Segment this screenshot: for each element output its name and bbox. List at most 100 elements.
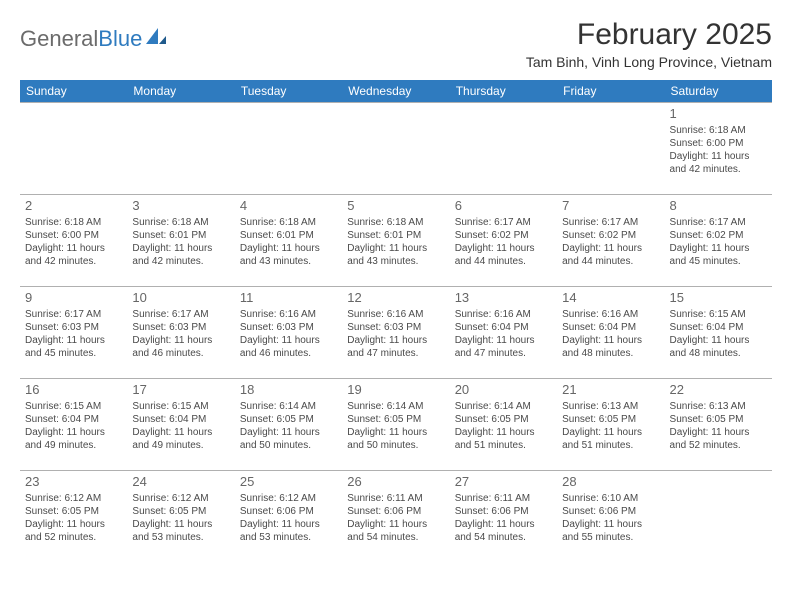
day-number: 24 <box>132 474 229 490</box>
daylight-text: Daylight: 11 hours and 47 minutes. <box>347 334 444 360</box>
sun-info: Sunrise: 6:13 AMSunset: 6:05 PMDaylight:… <box>562 400 659 452</box>
sunset-text: Sunset: 6:05 PM <box>562 413 659 426</box>
daylight-text: Daylight: 11 hours and 50 minutes. <box>347 426 444 452</box>
sunset-text: Sunset: 6:01 PM <box>347 229 444 242</box>
day-header-sunday: Sunday <box>20 80 127 103</box>
sunset-text: Sunset: 6:02 PM <box>562 229 659 242</box>
day-cell: 7Sunrise: 6:17 AMSunset: 6:02 PMDaylight… <box>557 195 664 287</box>
sun-info: Sunrise: 6:18 AMSunset: 6:01 PMDaylight:… <box>347 216 444 268</box>
day-cell: 28Sunrise: 6:10 AMSunset: 6:06 PMDayligh… <box>557 471 664 563</box>
day-number: 19 <box>347 382 444 398</box>
day-header-friday: Friday <box>557 80 664 103</box>
sunrise-text: Sunrise: 6:16 AM <box>240 308 337 321</box>
day-cell: 27Sunrise: 6:11 AMSunset: 6:06 PMDayligh… <box>450 471 557 563</box>
daylight-text: Daylight: 11 hours and 53 minutes. <box>132 518 229 544</box>
day-cell-empty <box>557 103 664 195</box>
sunrise-text: Sunrise: 6:12 AM <box>240 492 337 505</box>
daylight-text: Daylight: 11 hours and 42 minutes. <box>670 150 767 176</box>
sunrise-text: Sunrise: 6:17 AM <box>132 308 229 321</box>
day-cell: 18Sunrise: 6:14 AMSunset: 6:05 PMDayligh… <box>235 379 342 471</box>
day-number: 28 <box>562 474 659 490</box>
day-number: 14 <box>562 290 659 306</box>
sunset-text: Sunset: 6:04 PM <box>562 321 659 334</box>
sunrise-text: Sunrise: 6:10 AM <box>562 492 659 505</box>
day-cell-empty <box>20 103 127 195</box>
sunrise-text: Sunrise: 6:15 AM <box>25 400 122 413</box>
sunset-text: Sunset: 6:02 PM <box>455 229 552 242</box>
sunrise-text: Sunrise: 6:12 AM <box>25 492 122 505</box>
sunset-text: Sunset: 6:04 PM <box>670 321 767 334</box>
sun-info: Sunrise: 6:13 AMSunset: 6:05 PMDaylight:… <box>670 400 767 452</box>
sun-info: Sunrise: 6:17 AMSunset: 6:03 PMDaylight:… <box>25 308 122 360</box>
sun-info: Sunrise: 6:14 AMSunset: 6:05 PMDaylight:… <box>240 400 337 452</box>
day-number: 15 <box>670 290 767 306</box>
day-header-thursday: Thursday <box>450 80 557 103</box>
sunrise-text: Sunrise: 6:14 AM <box>455 400 552 413</box>
sunrise-text: Sunrise: 6:17 AM <box>670 216 767 229</box>
sun-info: Sunrise: 6:11 AMSunset: 6:06 PMDaylight:… <box>347 492 444 544</box>
header: GeneralBlue February 2025 Tam Binh, Vinh… <box>20 18 772 70</box>
day-cell: 15 Sunrise: 6:15 AMSunset: 6:04 PMDayligh… <box>665 287 772 379</box>
day-number: 8 <box>670 198 767 214</box>
day-cell: 3Sunrise: 6:18 AMSunset: 6:01 PMDaylight… <box>127 195 234 287</box>
sun-info: Sunrise: 6:18 AMSunset: 6:01 PMDaylight:… <box>132 216 229 268</box>
daylight-text: Daylight: 11 hours and 54 minutes. <box>455 518 552 544</box>
day-number: 13 <box>455 290 552 306</box>
day-cell: 12Sunrise: 6:16 AMSunset: 6:03 PMDayligh… <box>342 287 449 379</box>
daylight-text: Daylight: 11 hours and 48 minutes. <box>562 334 659 360</box>
sunrise-text: Sunrise: 6:18 AM <box>670 124 767 137</box>
day-cell: 4 Sunrise: 6:18 AMSunset: 6:01 PMDaylight… <box>235 195 342 287</box>
sunrise-text: Sunrise: 6:13 AM <box>670 400 767 413</box>
sunset-text: Sunset: 6:06 PM <box>347 505 444 518</box>
day-cell-empty <box>127 103 234 195</box>
sunrise-text: Sunrise: 6:14 AM <box>240 400 337 413</box>
sunset-text: Sunset: 6:06 PM <box>455 505 552 518</box>
daylight-text: Daylight: 11 hours and 52 minutes. <box>25 518 122 544</box>
sunrise-text: Sunrise: 6:14 AM <box>347 400 444 413</box>
sunrise-text: Sunrise: 6:17 AM <box>25 308 122 321</box>
sunset-text: Sunset: 6:05 PM <box>347 413 444 426</box>
sunset-text: Sunset: 6:05 PM <box>240 413 337 426</box>
week-row: 1 Sunrise: 6:18 AMSunset: 6:00 PMDaylight… <box>20 103 772 195</box>
sunset-text: Sunset: 6:02 PM <box>670 229 767 242</box>
day-number: 1 <box>670 106 767 122</box>
day-cell: 1 Sunrise: 6:18 AMSunset: 6:00 PMDaylight… <box>665 103 772 195</box>
sunset-text: Sunset: 6:05 PM <box>670 413 767 426</box>
sunset-text: Sunset: 6:05 PM <box>25 505 122 518</box>
sunset-text: Sunset: 6:03 PM <box>347 321 444 334</box>
logo: GeneralBlue <box>20 26 168 52</box>
day-cell: 19 Sunrise: 6:14 AMSunset: 6:05 PMDayligh… <box>342 379 449 471</box>
daylight-text: Daylight: 11 hours and 46 minutes. <box>240 334 337 360</box>
day-cell: 9 Sunrise: 6:17 AMSunset: 6:03 PMDaylight… <box>20 287 127 379</box>
day-number: 6 <box>455 198 552 214</box>
calendar-table: SundayMondayTuesdayWednesdayThursdayFrid… <box>20 80 772 563</box>
sun-info: Sunrise: 6:18 AMSunset: 6:01 PMDaylight:… <box>240 216 337 268</box>
sun-info: Sunrise: 6:17 AMSunset: 6:02 PMDaylight:… <box>670 216 767 268</box>
sunset-text: Sunset: 6:00 PM <box>670 137 767 150</box>
daylight-text: Daylight: 11 hours and 45 minutes. <box>25 334 122 360</box>
daylight-text: Daylight: 11 hours and 53 minutes. <box>240 518 337 544</box>
sunrise-text: Sunrise: 6:18 AM <box>25 216 122 229</box>
day-header-tuesday: Tuesday <box>235 80 342 103</box>
day-number: 11 <box>240 290 337 306</box>
sunset-text: Sunset: 6:00 PM <box>25 229 122 242</box>
day-number: 9 <box>25 290 122 306</box>
day-number: 4 <box>240 198 337 214</box>
day-number: 21 <box>562 382 659 398</box>
sun-info: Sunrise: 6:15 AMSunset: 6:04 PMDaylight:… <box>670 308 767 360</box>
sunset-text: Sunset: 6:04 PM <box>132 413 229 426</box>
day-number: 22 <box>670 382 767 398</box>
month-title: February 2025 <box>526 18 772 52</box>
daylight-text: Daylight: 11 hours and 54 minutes. <box>347 518 444 544</box>
day-cell: 10Sunrise: 6:17 AMSunset: 6:03 PMDayligh… <box>127 287 234 379</box>
daylight-text: Daylight: 11 hours and 44 minutes. <box>455 242 552 268</box>
sunrise-text: Sunrise: 6:18 AM <box>240 216 337 229</box>
day-cell: 8 Sunrise: 6:17 AMSunset: 6:02 PMDaylight… <box>665 195 772 287</box>
daylight-text: Daylight: 11 hours and 46 minutes. <box>132 334 229 360</box>
day-cell: 20Sunrise: 6:14 AMSunset: 6:05 PMDayligh… <box>450 379 557 471</box>
location: Tam Binh, Vinh Long Province, Vietnam <box>526 54 772 70</box>
sun-info: Sunrise: 6:11 AMSunset: 6:06 PMDaylight:… <box>455 492 552 544</box>
daylight-text: Daylight: 11 hours and 43 minutes. <box>347 242 444 268</box>
sunrise-text: Sunrise: 6:15 AM <box>132 400 229 413</box>
sunrise-text: Sunrise: 6:15 AM <box>670 308 767 321</box>
